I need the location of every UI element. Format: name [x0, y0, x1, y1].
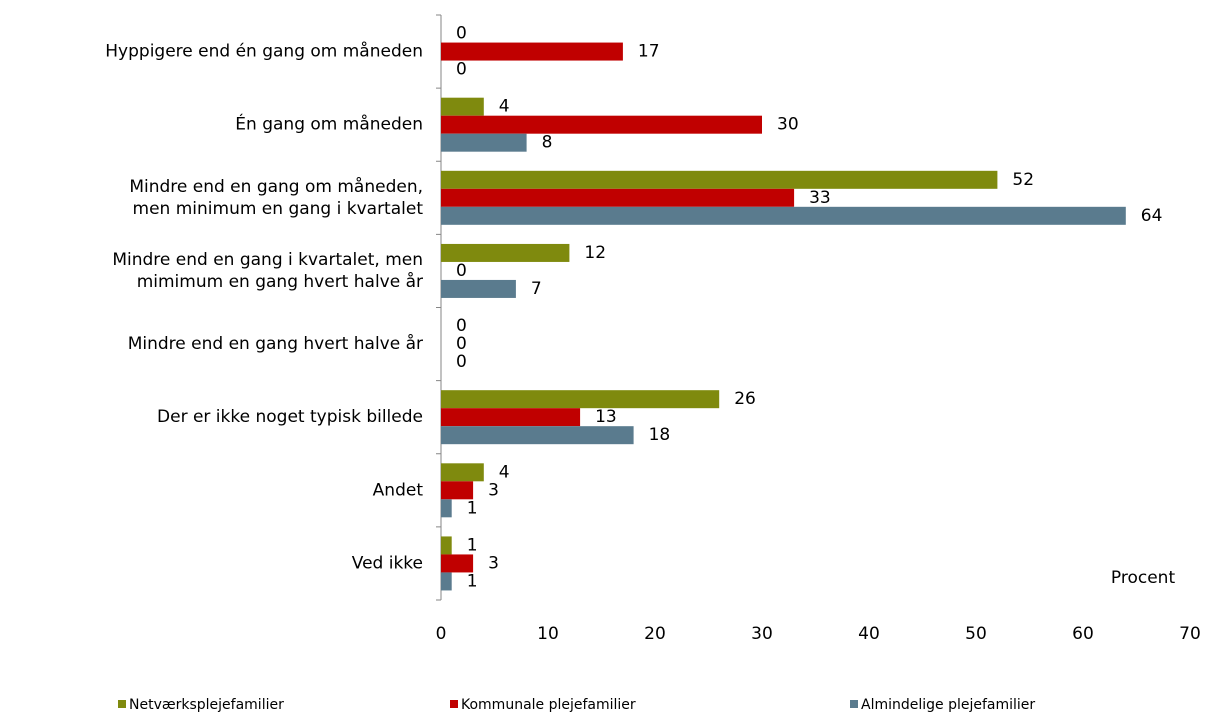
- bar: [441, 390, 720, 409]
- data-label: 64: [1141, 206, 1163, 226]
- bar: [441, 206, 1126, 225]
- bar: [441, 133, 527, 152]
- bar: [441, 463, 484, 482]
- y-tick-label-line: Én gang om måneden: [235, 113, 423, 135]
- data-label: 52: [1012, 170, 1034, 190]
- data-label: 0: [456, 24, 467, 44]
- bar: [441, 243, 570, 262]
- x-tick-label: 60: [1072, 624, 1094, 644]
- data-label: 8: [542, 133, 553, 153]
- x-tick-label: 40: [858, 624, 880, 644]
- data-label: 26: [734, 389, 756, 409]
- y-tick-label: Ved ikke: [352, 553, 423, 573]
- data-label: 0: [456, 261, 467, 281]
- bar: [441, 572, 452, 591]
- x-tick-label: 50: [965, 624, 987, 644]
- bar: [441, 188, 795, 207]
- y-tick-label-line: Mindre end en gang i kvartalet, men: [112, 250, 423, 270]
- y-tick-label: Mindre end en gang i kvartalet, men mimim…: [112, 250, 423, 292]
- y-tick-label-line: men minimum en gang i kvartalet: [133, 199, 424, 219]
- x-tick-label: 20: [644, 624, 666, 644]
- data-label: 17: [638, 42, 660, 62]
- data-label: 3: [488, 553, 499, 573]
- data-label: 18: [649, 425, 671, 445]
- y-tick-label-line: Andet: [373, 480, 424, 500]
- bar: [441, 536, 452, 555]
- y-tick-label-line: Hyppigere end én gang om måneden: [105, 41, 423, 62]
- bar: [441, 426, 634, 445]
- x-tick-label: 70: [1179, 624, 1201, 644]
- y-tick-label-line: Ved ikke: [352, 553, 423, 573]
- y-tick-label: Mindre end en gang hvert halve år: [128, 333, 423, 354]
- data-label: 1: [467, 535, 478, 555]
- bar: [441, 481, 474, 500]
- data-label: 33: [809, 188, 831, 208]
- data-label: 4: [499, 97, 510, 117]
- y-tick-label-line: Mindre end en gang om måneden,: [129, 176, 423, 197]
- data-label: 7: [531, 279, 542, 299]
- data-label: 1: [467, 571, 478, 591]
- legend-label: Netværksplejefamilier: [129, 697, 284, 713]
- data-label: 1: [467, 498, 478, 518]
- y-tick-label: Hyppigere end én gang om måneden: [105, 41, 423, 62]
- data-label: 13: [595, 407, 617, 427]
- data-label: 0: [456, 352, 467, 372]
- legend-swatch: [118, 700, 126, 708]
- y-tick-label: Én gang om måneden: [235, 113, 423, 135]
- bar: [441, 42, 623, 61]
- bar: [441, 97, 484, 116]
- bar: [441, 408, 581, 427]
- x-tick-label: 10: [537, 624, 559, 644]
- bar: [441, 554, 474, 573]
- y-tick-label-line: Mindre end en gang hvert halve år: [128, 333, 423, 354]
- data-label: 30: [777, 115, 799, 135]
- bar: [441, 499, 452, 518]
- data-label: 4: [499, 462, 510, 482]
- data-label: 0: [456, 316, 467, 336]
- legend-swatch: [850, 700, 858, 708]
- y-tick-label: Der er ikke noget typisk billede: [157, 407, 423, 427]
- x-axis-label: Procent: [1111, 568, 1176, 588]
- bar: [441, 279, 516, 298]
- x-tick-label: 0: [436, 624, 447, 644]
- x-tick-label: 30: [751, 624, 773, 644]
- data-label: 0: [456, 60, 467, 80]
- y-tick-label: Andet: [373, 480, 424, 500]
- bar: [441, 170, 998, 189]
- legend-label: Almindelige plejefamilier: [861, 697, 1035, 713]
- legend-label: Kommunale plejefamilier: [461, 697, 636, 713]
- legend-swatch: [450, 700, 458, 708]
- data-label: 3: [488, 480, 499, 500]
- data-label: 12: [584, 243, 606, 263]
- y-tick-label-line: Der er ikke noget typisk billede: [157, 407, 423, 427]
- data-label: 0: [456, 334, 467, 354]
- y-tick-label-line: mimimum en gang hvert halve år: [137, 271, 423, 292]
- y-tick-label: Mindre end en gang om måneden, men minimu…: [129, 176, 423, 219]
- bar: [441, 115, 762, 134]
